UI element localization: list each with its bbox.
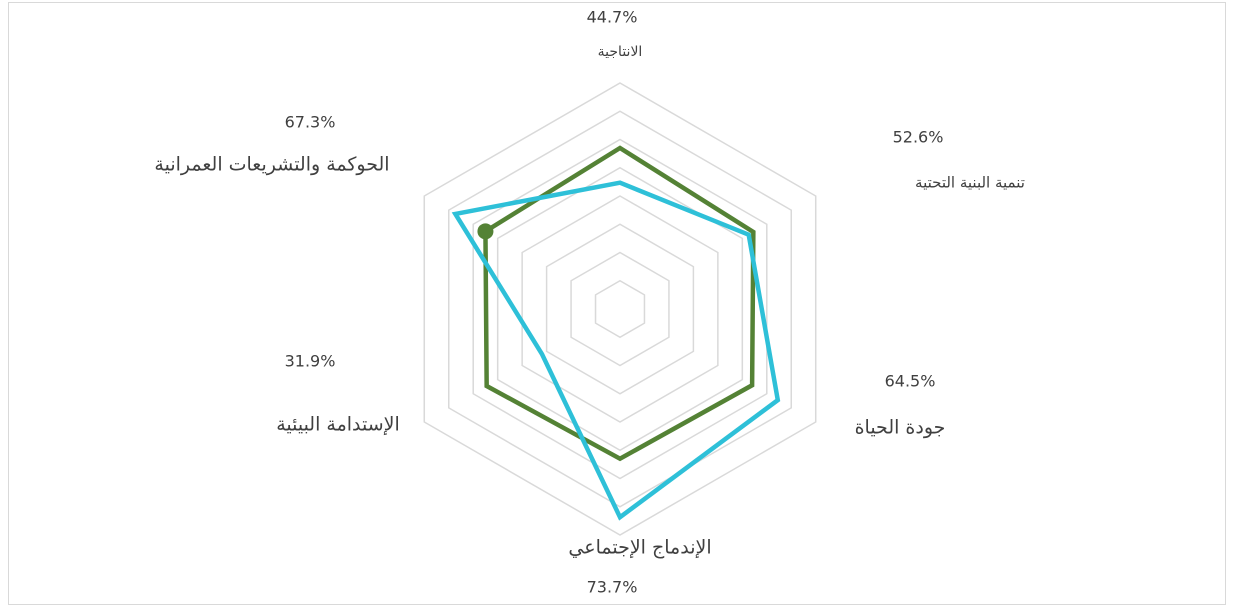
axis-label: الانتاجية bbox=[598, 44, 643, 60]
data-label: 73.7% bbox=[587, 578, 638, 597]
grid-ring bbox=[447, 110, 793, 508]
grid-ring bbox=[570, 251, 670, 367]
grid-ring bbox=[521, 195, 719, 423]
grid-ring bbox=[423, 82, 817, 536]
data-label: 64.5% bbox=[885, 372, 936, 391]
data-label: 67.3% bbox=[285, 113, 336, 132]
data-label: 31.9% bbox=[285, 352, 336, 371]
grid-ring bbox=[545, 223, 695, 395]
grid-ring bbox=[496, 166, 744, 452]
grid-ring bbox=[472, 138, 768, 480]
series-line bbox=[451, 180, 781, 521]
series-marker bbox=[477, 223, 494, 240]
data-label: 44.7% bbox=[587, 8, 638, 27]
axis-label: الإندماج الإجتماعي bbox=[568, 537, 711, 559]
axis-label: الحوكمة والتشريعات العمرانية bbox=[154, 154, 389, 176]
data-label: 52.6% bbox=[893, 128, 944, 147]
axis-label: جودة الحياة bbox=[855, 417, 946, 439]
axis-label: الإستدامة البيئية bbox=[276, 414, 400, 436]
axis-label: تنمية البنية التحتية bbox=[915, 174, 1025, 192]
grid-ring bbox=[594, 279, 646, 339]
